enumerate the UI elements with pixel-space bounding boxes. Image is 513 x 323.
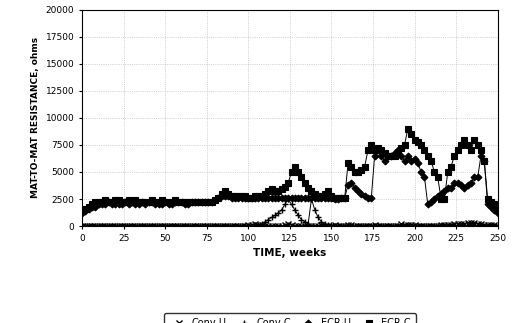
Y-axis label: MAT-TO-MAT RESISTANCE, ohms: MAT-TO-MAT RESISTANCE, ohms	[31, 37, 40, 198]
ECR-U	[185, 203, 191, 206]
ECR-C	[405, 127, 411, 130]
ECR-C	[325, 190, 331, 193]
ECR-U	[375, 148, 381, 152]
Conv-U	[275, 224, 281, 227]
Conv-C	[338, 224, 344, 227]
Conv-U	[106, 224, 112, 227]
Line: Conv-U: Conv-U	[80, 220, 500, 228]
Conv-C	[285, 197, 291, 201]
Line: ECR-U: ECR-U	[80, 148, 500, 215]
ECR-U	[79, 211, 85, 215]
Conv-U	[355, 224, 361, 227]
X-axis label: TIME, weeks: TIME, weeks	[253, 248, 326, 258]
ECR-U	[495, 211, 501, 215]
Conv-C	[185, 224, 191, 227]
Line: ECR-C: ECR-C	[80, 126, 500, 214]
Conv-U	[185, 224, 191, 227]
ECR-C	[495, 205, 501, 209]
Line: Conv-C: Conv-C	[78, 196, 501, 229]
ECR-U	[335, 197, 341, 201]
ECR-C	[106, 200, 112, 204]
Conv-C	[275, 211, 281, 215]
ECR-U	[325, 196, 331, 200]
ECR-C	[355, 170, 361, 174]
ECR-U	[355, 190, 361, 193]
Conv-C	[328, 223, 334, 227]
ECR-C	[275, 190, 281, 193]
Conv-U	[495, 224, 501, 227]
Conv-C	[79, 224, 85, 227]
ECR-C	[335, 196, 341, 200]
Legend: Conv-U, Conv-C, ECR-U, ECR-C: Conv-U, Conv-C, ECR-U, ECR-C	[164, 313, 416, 323]
ECR-C	[79, 209, 85, 213]
Conv-U	[325, 224, 331, 227]
Conv-C	[358, 224, 364, 227]
Conv-U	[335, 224, 341, 227]
ECR-C	[185, 200, 191, 204]
Conv-U	[465, 221, 471, 225]
ECR-U	[106, 200, 112, 204]
Conv-U	[79, 224, 85, 227]
ECR-U	[275, 196, 281, 200]
Conv-C	[495, 224, 501, 227]
Conv-C	[106, 224, 112, 227]
